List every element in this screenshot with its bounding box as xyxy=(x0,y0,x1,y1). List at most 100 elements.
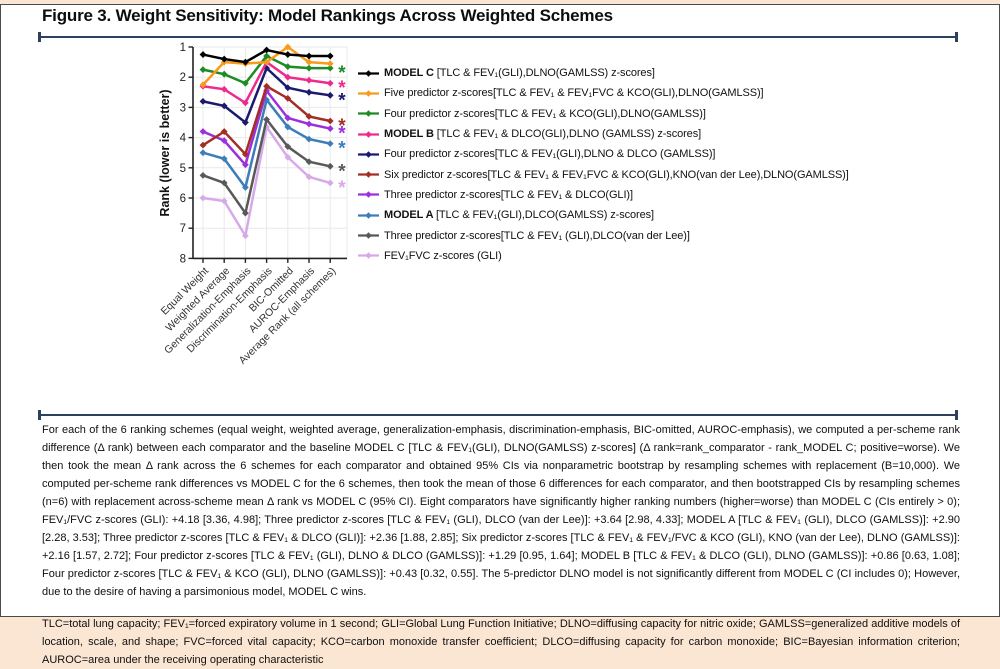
legend-marker-icon xyxy=(358,90,379,97)
diamond-marker-icon xyxy=(326,91,334,99)
figure-caption: For each of the 6 ranking schemes (equal… xyxy=(42,421,960,669)
significance-asterisk-icon: * xyxy=(338,63,346,84)
legend-item-label: FEV₁FVC z-scores (GLI) xyxy=(384,249,502,262)
legend-marker-icon xyxy=(358,191,379,199)
diamond-marker-icon xyxy=(220,128,228,135)
diamond-marker-icon xyxy=(220,197,228,205)
diamond-marker-icon xyxy=(199,128,207,135)
diamond-marker-icon xyxy=(199,51,207,58)
diamond-marker-icon xyxy=(199,97,207,105)
legend-marker-icon xyxy=(358,252,379,260)
diamond-marker-icon xyxy=(220,137,228,145)
legend-marker-icon xyxy=(358,130,379,138)
diamond-marker-icon xyxy=(242,184,249,191)
diamond-marker-icon xyxy=(284,51,292,58)
diamond-marker-icon xyxy=(305,52,313,60)
diamond-marker-icon xyxy=(242,232,249,240)
y-tick-label: 7 xyxy=(180,223,186,235)
y-axis-title: Rank (lower is better) xyxy=(158,89,172,216)
figure-title: Figure 3. Weight Sensitivity: Model Rank… xyxy=(42,6,613,25)
caption-divider xyxy=(38,410,958,420)
top-divider xyxy=(38,32,958,42)
y-tick-label: 5 xyxy=(180,163,186,175)
diamond-marker-icon xyxy=(326,117,334,125)
diamond-marker-icon xyxy=(263,82,270,90)
diamond-marker-icon xyxy=(326,140,334,148)
diamond-marker-icon xyxy=(305,64,313,72)
divider-right-cap xyxy=(955,410,958,420)
legend-item: Four predictor z-scores[TLC & FEV₁(GLI),… xyxy=(357,144,849,164)
diamond-marker-icon xyxy=(326,52,334,60)
figure-page: Figure 3. Weight Sensitivity: Model Rank… xyxy=(0,4,1000,666)
legend-item-label: MODEL A [TLC & FEV₁(GLI),DLCO(GAMLSS) z-… xyxy=(384,209,654,222)
diamond-marker-icon xyxy=(242,99,249,107)
legend-marker-icon xyxy=(358,151,379,158)
diamond-marker-icon xyxy=(305,173,313,181)
legend-item: Three predictor z-scores[TLC & FEV₁ (GLI… xyxy=(357,225,849,245)
diamond-marker-icon xyxy=(305,120,313,128)
diamond-marker-icon xyxy=(305,113,313,120)
significance-asterisk-icon: * xyxy=(338,124,346,145)
legend-item-label: Three predictor z-scores[TLC & FEV₁ (GLI… xyxy=(384,229,690,242)
diamond-marker-icon xyxy=(305,158,313,166)
diamond-marker-icon xyxy=(263,52,270,60)
legend-item-label: MODEL C [TLC & FEV₁(GLI),DLNO(GAMLSS) z-… xyxy=(384,67,655,80)
legend-item-label: Four predictor z-scores[TLC & FEV₁ & KCO… xyxy=(384,107,706,120)
legend-item: MODEL A [TLC & FEV₁(GLI),DLCO(GAMLSS) z-… xyxy=(357,205,849,225)
legend-item: Four predictor z-scores[TLC & FEV₁ & KCO… xyxy=(357,104,849,124)
y-tick-label: 8 xyxy=(180,253,186,265)
diamond-marker-icon xyxy=(199,81,207,89)
divider-right-cap xyxy=(955,32,958,42)
diamond-marker-icon xyxy=(242,119,249,126)
diamond-marker-icon xyxy=(263,116,270,123)
diamond-marker-icon xyxy=(199,66,207,74)
diamond-marker-icon xyxy=(305,135,313,143)
divider-line xyxy=(38,35,958,38)
diamond-marker-icon xyxy=(326,79,334,87)
diamond-marker-icon xyxy=(220,85,228,93)
diamond-marker-icon xyxy=(220,179,228,187)
diamond-marker-icon xyxy=(199,194,207,202)
legend-item: Six predictor z-scores[TLC & FEV₁ & FEV₁… xyxy=(357,164,849,184)
diamond-marker-icon xyxy=(284,73,292,81)
diamond-marker-icon xyxy=(326,60,334,68)
figure-panel xyxy=(0,4,1000,617)
legend-marker-icon xyxy=(358,211,379,219)
diamond-marker-icon xyxy=(220,55,228,63)
diamond-marker-icon xyxy=(242,209,249,217)
diamond-marker-icon xyxy=(220,70,228,78)
diamond-marker-icon xyxy=(263,58,270,66)
y-tick-label: 3 xyxy=(180,102,186,114)
diamond-marker-icon xyxy=(284,123,292,131)
legend-item: FEV₁FVC z-scores (GLI) xyxy=(357,246,849,266)
diamond-marker-icon xyxy=(242,150,249,158)
significance-asterisk-icon: * xyxy=(338,161,346,182)
diamond-marker-icon xyxy=(284,114,292,122)
legend-marker-icon xyxy=(358,232,379,239)
legend-item: Five predictor z-scores[TLC & FEV₁ & FEV… xyxy=(357,83,849,103)
x-tick-label: Generalization-Emphasis xyxy=(162,265,253,356)
divider-line xyxy=(38,413,958,416)
diamond-marker-icon xyxy=(199,171,207,179)
significance-asterisk-icon: * xyxy=(338,116,346,137)
caption-methods: For each of the 6 ranking schemes (equal… xyxy=(42,424,960,599)
diamond-marker-icon xyxy=(220,155,228,163)
legend-item: Three predictor z-scores[TLC & FEV₁ & DL… xyxy=(357,185,849,205)
diamond-marker-icon xyxy=(199,141,207,149)
diamond-marker-icon xyxy=(242,58,249,66)
significance-asterisk-icon: * xyxy=(338,78,346,99)
diamond-marker-icon xyxy=(220,102,228,110)
legend-marker-icon xyxy=(358,110,379,118)
diamond-marker-icon xyxy=(242,161,249,169)
y-tick-label: 2 xyxy=(180,72,186,84)
significance-asterisk-icon: * xyxy=(338,90,346,111)
legend-item: MODEL C [TLC & FEV₁(GLI),DLNO(GAMLSS) z-… xyxy=(357,63,849,83)
diamond-marker-icon xyxy=(199,149,207,157)
diamond-marker-icon xyxy=(263,46,270,54)
diamond-marker-icon xyxy=(284,153,292,161)
legend-item-label: Four predictor z-scores[TLC & FEV₁(GLI),… xyxy=(384,148,716,161)
caption-abbreviations: TLC=total lung capacity; FEV₁=forced exp… xyxy=(42,618,960,667)
diamond-marker-icon xyxy=(305,58,313,66)
diamond-marker-icon xyxy=(326,64,334,72)
